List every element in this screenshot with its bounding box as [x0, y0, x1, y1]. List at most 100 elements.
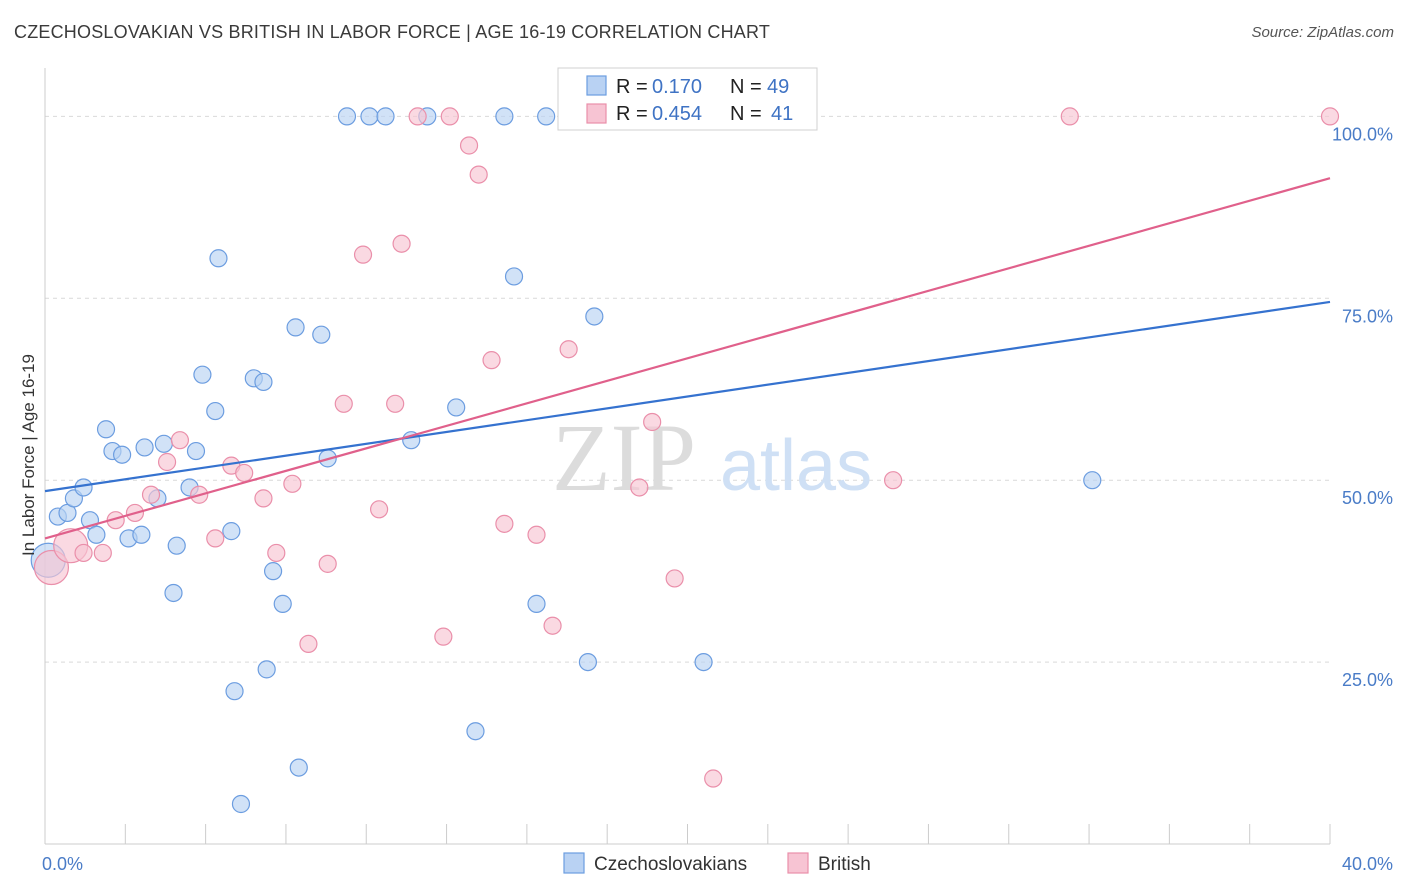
y-tick-label: 100.0%	[1332, 124, 1393, 144]
point-czechoslovakians	[312, 325, 331, 344]
legend-swatch-british	[787, 852, 809, 874]
point-czechoslovakians	[289, 758, 308, 777]
point-british	[543, 616, 562, 635]
point-czechoslovakians	[96, 420, 116, 439]
point-czechoslovakians	[225, 682, 244, 701]
chart-source: Source: ZipAtlas.com	[1251, 24, 1394, 41]
point-czechoslovakians	[257, 660, 276, 679]
point-czechoslovakians	[186, 441, 206, 461]
point-british	[353, 245, 373, 264]
points-layer	[30, 107, 1340, 814]
point-czechoslovakians	[273, 594, 292, 613]
legend-swatch-czechoslovakians	[563, 852, 585, 874]
watermark-atlas: atlas	[720, 426, 872, 506]
point-british	[559, 340, 578, 359]
point-british	[459, 136, 479, 155]
grid-layer	[45, 115, 1330, 663]
point-british	[440, 107, 459, 126]
legend-n-label: N =	[730, 103, 762, 125]
point-czechoslovakians	[286, 318, 305, 337]
point-british	[392, 234, 411, 253]
point-czechoslovakians	[135, 438, 154, 457]
point-british	[434, 627, 453, 646]
y-tick-label: 75.0%	[1342, 306, 1393, 326]
point-czechoslovakians	[167, 536, 186, 555]
point-british	[665, 569, 684, 588]
point-czechoslovakians	[193, 365, 212, 384]
legend-r-label: R =	[616, 76, 648, 98]
point-british	[267, 543, 286, 563]
watermark: ZIP atlas	[552, 404, 872, 511]
point-british	[299, 634, 318, 654]
y-tick-label: 50.0%	[1342, 488, 1393, 508]
point-british	[235, 463, 254, 483]
labels-layer: 25.0% 50.0% 75.0% 100.0% 0.0% 40.0%	[42, 124, 1393, 874]
point-czechoslovakians	[537, 107, 556, 126]
legend-n-value: 49	[767, 76, 789, 98]
series-legend: Czechoslovakians British	[563, 852, 871, 875]
legend-r-value: 0.170	[652, 76, 702, 98]
point-czechoslovakians	[164, 583, 183, 603]
point-british	[157, 452, 177, 472]
point-british	[370, 500, 389, 519]
point-czechoslovakians	[154, 434, 173, 453]
point-czechoslovakians	[263, 562, 283, 581]
point-czechoslovakians	[376, 107, 395, 126]
point-czechoslovakians	[585, 307, 604, 326]
point-british	[254, 489, 273, 508]
point-british	[74, 543, 93, 563]
point-czechoslovakians	[222, 522, 241, 541]
point-czechoslovakians	[504, 267, 524, 286]
point-british	[93, 543, 112, 563]
point-czechoslovakians	[1083, 471, 1102, 490]
point-british	[206, 529, 225, 548]
point-czechoslovakians	[466, 722, 485, 741]
watermark-zip: ZIP	[552, 404, 696, 511]
point-british	[527, 525, 546, 544]
trendline-czechoslovakians	[44, 300, 1331, 493]
point-czechoslovakians	[231, 794, 251, 814]
point-british	[318, 554, 337, 573]
point-czechoslovakians	[360, 107, 379, 126]
point-british	[170, 431, 190, 450]
point-czechoslovakians	[447, 398, 466, 417]
point-british	[1060, 107, 1079, 126]
x-tick-label: 0.0%	[42, 854, 83, 874]
trendline-british	[44, 177, 1331, 540]
point-british	[469, 165, 488, 184]
y-axis-label: In Labor Force | Age 16-19	[19, 354, 38, 556]
point-british	[630, 478, 649, 497]
legend-swatch-czechoslovakians	[586, 75, 607, 96]
point-czechoslovakians	[206, 401, 225, 421]
x-tick-label: 40.0%	[1342, 854, 1393, 874]
point-british	[1320, 107, 1340, 126]
axes-layer	[44, 68, 1331, 845]
chart-title: CZECHOSLOVAKIAN VS BRITISH IN LABOR FORC…	[14, 22, 771, 42]
point-british	[141, 485, 161, 504]
point-czechoslovakians	[132, 525, 151, 544]
point-czechoslovakians	[254, 372, 273, 392]
trend-layer	[44, 177, 1331, 540]
legend-n-label: N =	[730, 76, 762, 98]
point-british	[643, 412, 662, 432]
legend-swatch-british	[586, 103, 607, 124]
point-british	[283, 474, 302, 493]
point-british	[386, 394, 405, 413]
point-british	[334, 394, 353, 413]
point-czechoslovakians	[527, 594, 546, 613]
point-czechoslovakians	[578, 652, 598, 672]
point-british	[408, 107, 427, 126]
legend-series-czechoslovakians: Czechoslovakians	[594, 854, 747, 875]
point-czechoslovakians	[74, 478, 93, 497]
point-czechoslovakians	[87, 525, 106, 544]
legend-r-label: R =	[616, 103, 648, 125]
legend-r-value: 0.454	[652, 103, 702, 125]
point-british	[495, 514, 514, 533]
point-british	[482, 351, 501, 370]
point-czechoslovakians	[112, 445, 132, 464]
point-czechoslovakians	[694, 652, 713, 672]
legend-series-british: British	[818, 854, 871, 875]
correlation-legend: R = 0.170 N = 49 R = 0.454 N = 41	[557, 67, 818, 131]
point-czechoslovakians	[209, 249, 228, 268]
